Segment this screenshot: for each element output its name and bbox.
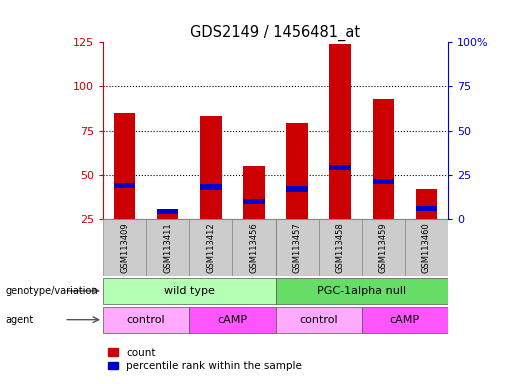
Bar [362, 219, 405, 276]
Bar [416, 189, 437, 219]
Bar [405, 219, 448, 276]
Bar [189, 219, 232, 276]
Text: genotype/variation: genotype/variation [5, 286, 98, 296]
Text: cAMP: cAMP [217, 314, 247, 325]
Bar [276, 307, 362, 333]
Bar [416, 206, 437, 211]
Bar [157, 214, 179, 219]
Text: GSM113456: GSM113456 [249, 222, 259, 273]
Bar [232, 219, 276, 276]
Bar [286, 124, 308, 219]
Text: wild type: wild type [164, 286, 215, 296]
Bar [243, 199, 265, 204]
Bar [330, 44, 351, 219]
Text: agent: agent [5, 314, 33, 325]
Text: PGC-1alpha null: PGC-1alpha null [317, 286, 406, 296]
Text: GSM113459: GSM113459 [379, 222, 388, 273]
Bar [103, 219, 146, 276]
Bar [103, 307, 189, 333]
Legend: count, percentile rank within the sample: count, percentile rank within the sample [108, 348, 302, 371]
Text: GSM113460: GSM113460 [422, 222, 431, 273]
Bar [114, 113, 135, 219]
Bar [157, 209, 179, 214]
Bar [189, 307, 276, 333]
Title: GDS2149 / 1456481_at: GDS2149 / 1456481_at [191, 25, 360, 41]
Bar [372, 99, 394, 219]
Text: GSM113409: GSM113409 [120, 222, 129, 273]
Bar [103, 278, 276, 304]
Bar [286, 186, 308, 192]
Bar [114, 183, 135, 188]
Bar [276, 278, 448, 304]
Bar [200, 184, 221, 190]
Bar [243, 166, 265, 219]
Text: GSM113412: GSM113412 [207, 222, 215, 273]
Bar [146, 219, 189, 276]
Text: control: control [299, 314, 338, 325]
Text: GSM113457: GSM113457 [293, 222, 302, 273]
Bar [200, 116, 221, 219]
Text: GSM113458: GSM113458 [336, 222, 345, 273]
Bar [276, 219, 319, 276]
Bar [319, 219, 362, 276]
Bar [362, 307, 448, 333]
Bar [330, 165, 351, 170]
Bar [372, 179, 394, 184]
Text: control: control [127, 314, 165, 325]
Text: cAMP: cAMP [390, 314, 420, 325]
Text: GSM113411: GSM113411 [163, 222, 172, 273]
